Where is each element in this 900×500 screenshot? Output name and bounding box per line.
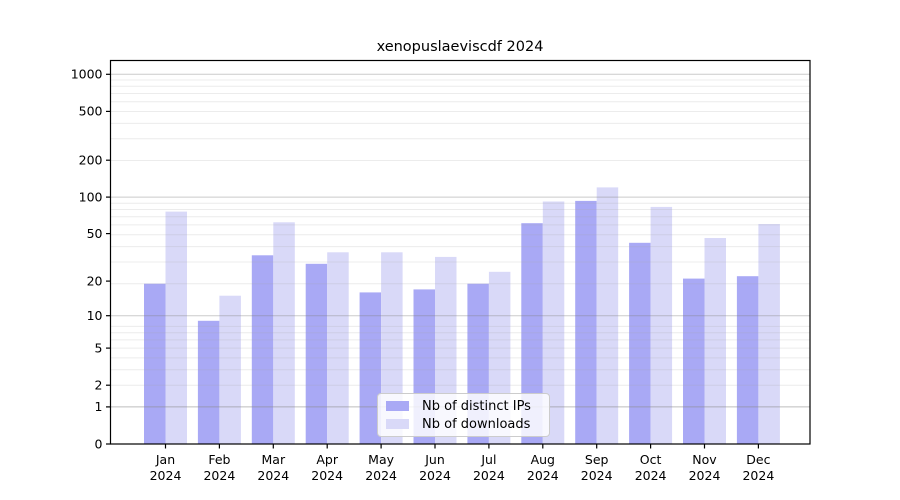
x-tick-label-year: 2024 bbox=[527, 468, 559, 483]
y-tick-label: 100 bbox=[79, 189, 103, 204]
x-tick-label-month: Jul bbox=[480, 452, 496, 467]
x-tick-label-year: 2024 bbox=[689, 468, 721, 483]
bar-ips-may bbox=[359, 292, 382, 444]
x-tick-label-year: 2024 bbox=[311, 468, 343, 483]
y-tick-label: 20 bbox=[87, 273, 103, 288]
bar-downloads-feb bbox=[219, 295, 241, 444]
legend-label-downloads: Nb of downloads bbox=[422, 416, 531, 432]
y-tick-label: 2 bbox=[95, 378, 103, 393]
x-tick-label-year: 2024 bbox=[473, 468, 505, 483]
bar-downloads-nov bbox=[704, 238, 726, 444]
x-tick-label-month: Jan bbox=[155, 452, 175, 467]
bar-ips-apr bbox=[305, 263, 328, 444]
x-tick-label-month: May bbox=[368, 452, 394, 467]
legend: Nb of distinct IPs Nb of downloads bbox=[377, 393, 550, 437]
x-tick-label-year: 2024 bbox=[581, 468, 613, 483]
bar-downloads-sep bbox=[596, 187, 619, 444]
x-tick-label-month: Jun bbox=[424, 452, 445, 467]
bar-downloads-apr bbox=[327, 252, 349, 444]
x-tick-label-month: Apr bbox=[316, 452, 338, 467]
bar-ips-oct bbox=[629, 242, 651, 444]
x-tick-label-year: 2024 bbox=[742, 468, 774, 483]
y-tick-label: 50 bbox=[87, 226, 103, 241]
x-tick-label-month: Oct bbox=[640, 452, 662, 467]
x-tick-label-year: 2024 bbox=[419, 468, 451, 483]
bar-downloads-aug bbox=[542, 201, 565, 444]
x-tick-label-month: Feb bbox=[208, 452, 230, 467]
axes-box bbox=[109, 59, 811, 445]
bar-downloads-jan bbox=[165, 211, 187, 444]
x-tick-label-year: 2024 bbox=[635, 468, 667, 483]
bar-ips-aug bbox=[521, 223, 543, 444]
y-tick-label: 1 bbox=[95, 399, 103, 414]
bar-ips-feb bbox=[197, 320, 220, 444]
x-tick-label-year: 2024 bbox=[150, 468, 182, 483]
legend-swatch-downloads bbox=[386, 419, 409, 429]
legend-label-distinct-ips: Nb of distinct IPs bbox=[422, 398, 531, 414]
y-tick-label: 200 bbox=[79, 153, 103, 168]
x-tick-label-month: Dec bbox=[746, 452, 770, 467]
y-tick-label: 10 bbox=[87, 308, 103, 323]
bar-ips-jan bbox=[144, 283, 166, 444]
y-tick-label: 0 bbox=[95, 436, 103, 451]
y-tick-label: 5 bbox=[95, 340, 103, 355]
bar-downloads-oct bbox=[650, 206, 673, 444]
y-tick-label: 500 bbox=[79, 104, 103, 119]
legend-item-downloads: Nb of downloads bbox=[386, 416, 541, 433]
x-tick-label-month: Aug bbox=[531, 452, 555, 467]
chart-title: xenopuslaeviscdf 2024 bbox=[377, 39, 544, 55]
bar-downloads-dec bbox=[758, 224, 780, 444]
x-tick-label-year: 2024 bbox=[365, 468, 397, 483]
x-tick-label-month: Sep bbox=[585, 452, 609, 467]
y-tick-label: 1000 bbox=[71, 67, 103, 82]
x-tick-label-month: Nov bbox=[692, 452, 717, 467]
bar-ips-mar bbox=[251, 255, 274, 444]
legend-swatch-distinct-ips bbox=[386, 401, 409, 411]
bar-ips-nov bbox=[683, 278, 705, 444]
x-tick-label-year: 2024 bbox=[257, 468, 289, 483]
legend-item-distinct-ips: Nb of distinct IPs bbox=[386, 398, 541, 415]
x-tick-label-month: Mar bbox=[262, 452, 286, 467]
bar-downloads-mar bbox=[273, 222, 295, 444]
bar-ips-sep bbox=[575, 200, 597, 444]
bar-ips-dec bbox=[736, 276, 759, 444]
x-tick-label-year: 2024 bbox=[203, 468, 235, 483]
